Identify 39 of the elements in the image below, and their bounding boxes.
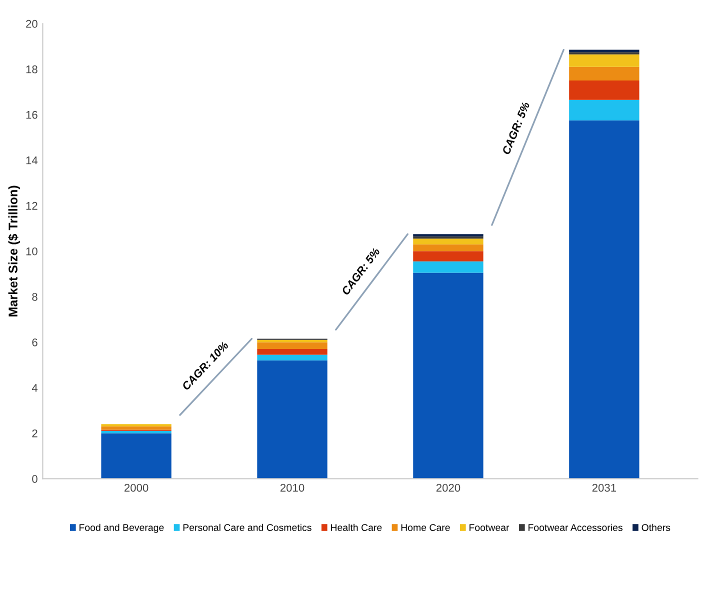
legend-label: Home Care bbox=[401, 524, 450, 532]
bar bbox=[413, 261, 484, 273]
y-tick-label: 14 bbox=[26, 156, 38, 164]
bar bbox=[569, 100, 640, 120]
y-axis-title: Market Size ($ Trillion) bbox=[8, 186, 20, 316]
legend-label: Footwear Accessories bbox=[528, 524, 622, 532]
legend-label: Food and Beverage bbox=[80, 524, 164, 533]
bar bbox=[569, 80, 640, 100]
x-tick-label: 2020 bbox=[436, 484, 460, 492]
bar bbox=[257, 349, 328, 355]
bar bbox=[569, 120, 640, 479]
bar bbox=[257, 360, 328, 479]
bar bbox=[101, 433, 172, 479]
bar bbox=[569, 66, 640, 81]
y-tick-label: 0 bbox=[32, 474, 38, 483]
y-tick-label: 6 bbox=[32, 338, 38, 346]
x-tick-label: 2010 bbox=[280, 484, 304, 492]
x-tick-label: 2031 bbox=[592, 484, 616, 492]
bar bbox=[257, 342, 328, 350]
y-tick-label: 16 bbox=[26, 110, 38, 119]
legend-label: Personal Care and Cosmetics bbox=[183, 524, 312, 532]
legend-label: Footwear bbox=[470, 524, 510, 532]
y-tick-label: 18 bbox=[26, 65, 38, 74]
y-tick-label: 12 bbox=[26, 202, 38, 210]
bar bbox=[413, 251, 484, 262]
y-tick-label: 4 bbox=[32, 384, 38, 392]
legend-label: Health Care bbox=[331, 524, 382, 532]
bar bbox=[257, 354, 328, 360]
bar bbox=[413, 244, 484, 252]
bar bbox=[413, 272, 484, 479]
y-tick-label: 8 bbox=[32, 292, 38, 301]
y-tick-label: 10 bbox=[26, 247, 38, 256]
bar bbox=[101, 426, 172, 430]
y-tick-label: 20 bbox=[26, 20, 38, 28]
y-tick-label: 2 bbox=[32, 429, 38, 438]
x-tick-label: 2000 bbox=[124, 484, 148, 492]
bar bbox=[569, 54, 640, 67]
bar bbox=[413, 238, 484, 244]
legend-label: Others bbox=[642, 524, 670, 532]
